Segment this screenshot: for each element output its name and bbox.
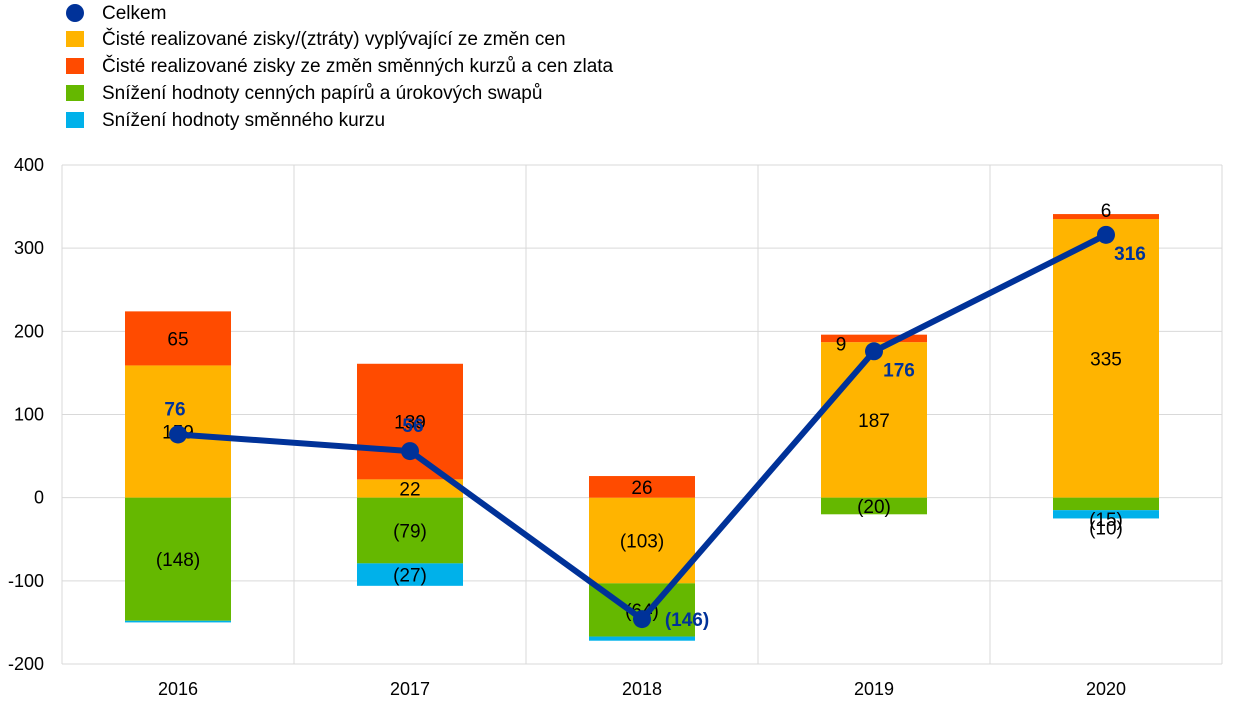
bar-segment — [125, 497, 231, 621]
gridlines — [61, 164, 1223, 665]
total-value-label: (146) — [665, 610, 709, 631]
bar-value-label: 65 — [167, 329, 188, 350]
legend-swatch — [66, 58, 84, 74]
bar-value-label: 9 — [836, 335, 847, 356]
total-value-label: 76 — [164, 399, 185, 420]
x-tick-label: 2020 — [1086, 679, 1126, 699]
bar-segment — [357, 479, 463, 498]
bar-segment — [1053, 497, 1159, 511]
total-point — [1097, 225, 1115, 244]
bar-value-label: (103) — [620, 531, 664, 552]
bar-value-label: 6 — [1101, 201, 1112, 222]
bar-value-label: (27) — [393, 566, 427, 587]
total-line: 76 56 (146) 176 316 — [164, 225, 1146, 631]
bar-segment — [1053, 219, 1159, 498]
y-tick-label: 300 — [14, 238, 44, 258]
y-tick-label: 200 — [14, 321, 44, 341]
bar-value-label: (20) — [857, 497, 891, 518]
bar-segment — [125, 311, 231, 366]
bar-value-label: (10) — [1089, 518, 1123, 539]
bar-value-label: (15) — [1089, 510, 1123, 531]
legend-swatch — [66, 112, 84, 128]
total-point — [865, 342, 883, 361]
y-tick-label: 0 — [34, 488, 44, 508]
bar-value-label: 22 — [399, 480, 420, 501]
bars — [125, 214, 1159, 641]
legend-label: Snížení hodnoty směnného kurzu — [102, 110, 385, 131]
legend-label: Čisté realizované zisky/(ztráty) vyplýva… — [102, 28, 566, 50]
y-axis: -200 -100 0 100 200 300 400 — [8, 155, 44, 674]
total-value-label: 56 — [402, 416, 423, 437]
y-tick-label: 400 — [14, 155, 44, 175]
bar-value-label: 139 — [394, 413, 426, 434]
total-point — [401, 442, 419, 461]
bar-segment — [821, 334, 927, 343]
bar-segment — [589, 476, 695, 498]
x-tick-label: 2016 — [158, 679, 198, 699]
bar-segment — [821, 497, 927, 515]
bar-value-label: 26 — [631, 478, 652, 499]
y-tick-label: 100 — [14, 405, 44, 425]
x-tick-label: 2018 — [622, 679, 662, 699]
bar-value-label: (79) — [393, 522, 427, 543]
legend: Celkem Čisté realizované zisky/(ztráty) v… — [66, 3, 614, 131]
bar-segment — [1053, 214, 1159, 220]
legend-marker-celkem — [66, 4, 84, 22]
bar-segment — [1053, 510, 1159, 519]
bar-segment — [357, 563, 463, 586]
legend-label: Snížení hodnoty cenných papírů a úrokový… — [102, 83, 542, 104]
total-value-label: 176 — [883, 360, 915, 381]
legend-swatch — [66, 85, 84, 101]
y-tick-label: -100 — [8, 571, 44, 591]
legend-label-celkem: Celkem — [102, 3, 166, 24]
bar-segment — [589, 497, 695, 584]
total-value-label: 316 — [1114, 244, 1146, 265]
bar-value-label: 335 — [1090, 349, 1122, 370]
total-point — [633, 610, 651, 629]
legend-swatch — [66, 31, 84, 47]
bar-segment — [357, 363, 463, 480]
bar-value-label: 187 — [858, 411, 890, 432]
x-tick-label: 2017 — [390, 679, 430, 699]
bar-value-label: (148) — [156, 550, 200, 571]
legend-label: Čisté realizované zisky ze změn směnných… — [102, 55, 614, 77]
x-tick-label: 2019 — [854, 679, 894, 699]
total-point — [169, 425, 187, 444]
bar-segment — [821, 342, 927, 498]
bar-segment — [357, 497, 463, 564]
bar-segment — [125, 620, 231, 623]
x-axis: 2016 2017 2018 2019 2020 — [158, 679, 1126, 699]
bar-segment — [589, 636, 695, 641]
y-tick-label: -200 — [8, 654, 44, 674]
